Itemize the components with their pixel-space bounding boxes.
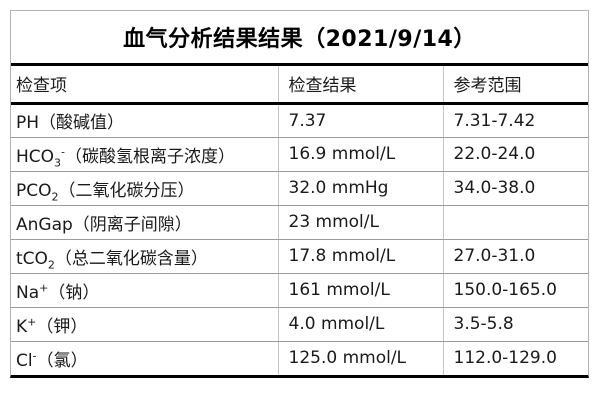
cell-test-result: 125.0 mmol/L: [277, 341, 443, 375]
test-item-text: （二氧化碳分压）: [58, 180, 195, 201]
cell-test-result: 23 mmol/L: [277, 205, 443, 240]
test-item-text: 2: [47, 257, 55, 271]
test-item-text: PCO: [16, 180, 52, 201]
test-item-text: +: [27, 314, 37, 328]
table-row: PCO2（二氧化碳分压） 32.0 mmHg 34.0-38.0: [11, 171, 588, 206]
test-item-text: AnGap: [16, 214, 73, 235]
test-item-text: （碳酸氢根离子浓度）: [65, 146, 236, 167]
cell-test-item: tCO2（总二氧化碳含量）: [11, 239, 278, 274]
column-header-item: 检查项: [11, 66, 278, 105]
cell-test-result: 7.37: [277, 103, 443, 138]
test-item-text: （酸碱值）: [39, 113, 125, 133]
column-header-range: 参考范围: [442, 66, 588, 105]
table-row: Cl-（氯） 125.0 mmol/L 112.0-129.0: [11, 341, 588, 375]
cell-reference-range: 7.31-7.42: [442, 103, 588, 138]
test-item-text: PH: [16, 113, 40, 133]
column-header-result: 检查结果: [277, 66, 443, 105]
test-item-text: tCO: [16, 248, 48, 269]
cell-test-item: Na+（钠）: [11, 273, 278, 308]
table-row: AnGap（阴离子间隙） 23 mmol/L: [11, 205, 588, 240]
test-item-text: （钠）: [48, 282, 100, 303]
results-table-body: PH（酸碱值） 7.37 7.31-7.42 HCO3-（碳酸氢根离子浓度） 16.9 …: [11, 103, 588, 375]
test-item-text: （总二氧化碳含量）: [54, 248, 208, 269]
table-row: Na+（钠） 161 mmol/L 150.0-165.0: [11, 273, 588, 308]
test-item-text: 3: [54, 155, 62, 169]
cell-test-item: PH（酸碱值）: [11, 103, 278, 138]
test-item-text: K: [16, 316, 28, 337]
test-item-text: Na: [16, 282, 40, 303]
table-row: HCO3-（碳酸氢根离子浓度） 16.9 mmol/L 22.0-24.0: [11, 137, 588, 172]
table-row: tCO2（总二氧化碳含量） 17.8 mmol/L 27.0-31.0: [11, 239, 588, 274]
cell-reference-range: 27.0-31.0: [442, 239, 588, 274]
table-row: PH（酸碱值） 7.37 7.31-7.42: [11, 103, 588, 138]
table-row: K+（钾） 4.0 mmol/L 3.5-5.8: [11, 307, 588, 342]
header-row: 检查项 检查结果 参考范围: [11, 66, 588, 105]
test-item-text: -: [61, 144, 66, 158]
test-item-text: （氯）: [36, 350, 88, 371]
test-item-text: Cl: [16, 350, 33, 371]
test-item-text: HCO: [16, 146, 55, 167]
cell-reference-range: 3.5-5.8: [442, 307, 588, 342]
cell-reference-range: 34.0-38.0: [442, 171, 588, 206]
cell-reference-range: 150.0-165.0: [442, 273, 588, 308]
test-item-text: （钾）: [36, 316, 88, 337]
cell-reference-range: 112.0-129.0: [442, 341, 588, 375]
test-item-text: +: [39, 280, 49, 294]
cell-test-result: 16.9 mmol/L: [277, 137, 443, 172]
cell-reference-range: 22.0-24.0: [442, 137, 588, 172]
cell-test-item: AnGap（阴离子间隙）: [11, 205, 278, 240]
cell-test-item: HCO3-（碳酸氢根离子浓度）: [11, 137, 278, 172]
cell-test-result: 161 mmol/L: [277, 273, 443, 308]
results-table: 检查项 检查结果 参考范围 PH（酸碱值） 7.37 7.31-7.42 HCO3-（…: [11, 66, 588, 375]
test-item-text: -: [32, 349, 37, 363]
test-item-text: （阴离子间隙）: [72, 214, 192, 235]
cell-test-result: 4.0 mmol/L: [277, 307, 443, 342]
cell-test-item: K+（钾）: [11, 307, 278, 342]
cell-test-result: 32.0 mmHg: [277, 171, 443, 206]
cell-test-item: Cl-（氯）: [11, 341, 278, 375]
test-item-text: 2: [51, 189, 59, 203]
cell-reference-range: [442, 205, 588, 240]
cell-test-result: 17.8 mmol/L: [277, 239, 443, 274]
blood-gas-report-table: 血气分析结果结果（2021/9/14） 检查项 检查结果 参考范围 PH（酸碱值…: [10, 10, 589, 378]
cell-test-item: PCO2（二氧化碳分压）: [11, 171, 278, 206]
report-title: 血气分析结果结果（2021/9/14）: [11, 11, 588, 66]
